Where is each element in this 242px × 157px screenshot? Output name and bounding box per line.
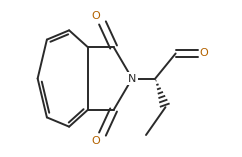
Text: O: O [200,49,208,59]
Text: N: N [128,73,136,84]
Text: O: O [91,136,100,146]
Text: O: O [91,11,100,21]
